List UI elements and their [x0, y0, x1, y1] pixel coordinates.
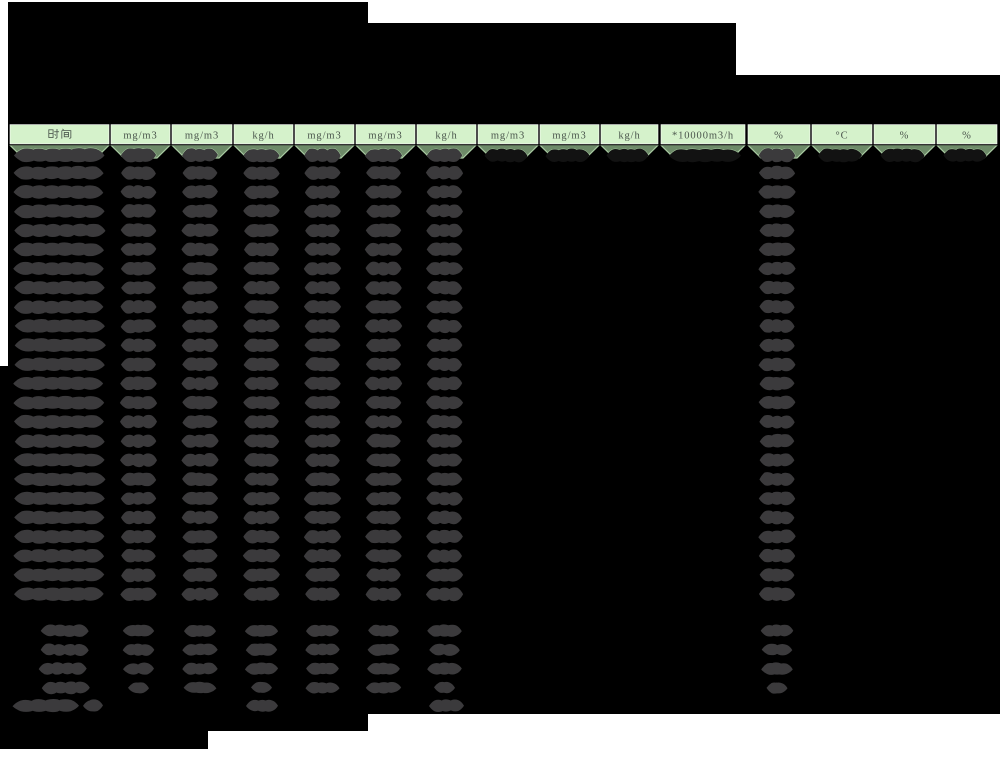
svg-text:mg/m3: mg/m3	[185, 130, 219, 141]
svg-text:%: %	[774, 130, 784, 141]
svg-text:kg/h: kg/h	[252, 130, 274, 141]
svg-text:%: %	[962, 130, 972, 141]
svg-text:°C: °C	[835, 130, 848, 141]
svg-text:mg/m3: mg/m3	[491, 130, 525, 141]
svg-text:%: %	[900, 130, 910, 141]
svg-text:mg/m3: mg/m3	[552, 130, 586, 141]
svg-text:mg/m3: mg/m3	[368, 130, 402, 141]
svg-text:kg/h: kg/h	[618, 130, 640, 141]
svg-text:*10000m3/h: *10000m3/h	[672, 130, 734, 141]
svg-text:mg/m3: mg/m3	[123, 130, 157, 141]
svg-text:kg/h: kg/h	[435, 130, 457, 141]
svg-text:mg/m3: mg/m3	[307, 130, 341, 141]
